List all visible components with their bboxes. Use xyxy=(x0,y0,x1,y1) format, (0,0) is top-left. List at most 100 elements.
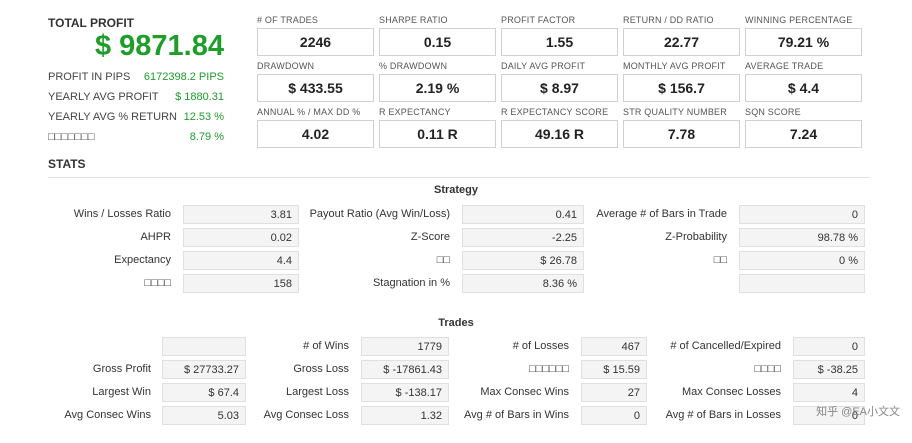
trades-value: $ 27733.27 xyxy=(162,360,246,379)
trades-label: Max Consec Wins xyxy=(480,386,569,398)
metric-value: 0.15 xyxy=(379,28,496,56)
metric-card: DAILY AVG PROFIT $ 8.97 xyxy=(501,61,618,102)
trades-value: 1779 xyxy=(361,337,449,356)
summary-row-value: $ 1880.31 xyxy=(175,91,224,103)
trades-value: 1.32 xyxy=(361,406,449,425)
strategy-title: Strategy xyxy=(433,184,479,196)
strategy-value: 0 % xyxy=(739,251,865,270)
metric-card: R EXPECTANCY SCORE 49.16 R xyxy=(501,107,618,148)
trades-value: 27 xyxy=(581,383,647,402)
trades-label xyxy=(20,337,151,356)
strategy-label xyxy=(585,274,727,293)
strategy-label: Z-Score xyxy=(410,231,450,243)
metric-label: R EXPECTANCY xyxy=(379,107,451,117)
metric-label: % DRAWDOWN xyxy=(379,61,448,71)
trades-value: $ -38.25 xyxy=(793,360,865,379)
metric-value: $ 4.4 xyxy=(745,74,862,102)
trades-label: Gross Profit xyxy=(92,363,151,375)
summary-row: YEARLY AVG PROFIT $ 1880.31 xyxy=(48,91,224,103)
trades-label: Avg Consec Wins xyxy=(64,409,151,421)
strategy-label: Z-Probability xyxy=(665,231,727,243)
metric-value: 49.16 R xyxy=(501,120,618,148)
strategy-value: 4.4 xyxy=(183,251,299,270)
strategy-value: 158 xyxy=(183,274,299,293)
summary-row-label: □□□□□□□ xyxy=(48,131,95,143)
metric-label: WINNING PERCENTAGE xyxy=(745,15,853,25)
metric-label: DAILY AVG PROFIT xyxy=(501,61,586,71)
trades-value: $ 15.59 xyxy=(581,360,647,379)
trades-label: # of Losses xyxy=(512,340,569,352)
metric-card: SQN SCORE 7.24 xyxy=(745,107,862,148)
trades-label: Largest Loss xyxy=(286,386,349,398)
stats-title: STATS xyxy=(48,157,86,171)
metric-value: 0.11 R xyxy=(379,120,496,148)
metric-value: $ 156.7 xyxy=(623,74,740,102)
metric-value: 2246 xyxy=(257,28,374,56)
trades-value: $ -138.17 xyxy=(361,383,449,402)
strategy-value: 0.02 xyxy=(183,228,299,247)
trades-value xyxy=(162,337,246,356)
trades-label: Avg # of Bars in Losses xyxy=(665,409,781,421)
strategy-value xyxy=(739,274,865,293)
metric-card: R EXPECTANCY 0.11 R xyxy=(379,107,496,148)
strategy-label: Expectancy xyxy=(114,254,171,266)
trades-label: □□□□□□ xyxy=(529,363,569,375)
summary-row-value: 8.79 % xyxy=(189,131,224,143)
metric-card: PROFIT FACTOR 1.55 xyxy=(501,15,618,56)
summary-row: YEARLY AVG % RETURN 12.53 % xyxy=(48,111,224,123)
summary-row-value: 6172398.2 PIPS xyxy=(143,71,224,83)
strategy-value: 98.78 % xyxy=(739,228,865,247)
metric-card: WINNING PERCENTAGE 79.21 % xyxy=(745,15,862,56)
trades-value: 0 xyxy=(793,337,865,356)
metric-card: STR QUALITY NUMBER 7.78 xyxy=(623,107,740,148)
trades-value: 5.03 xyxy=(162,406,246,425)
trades-label: # of Wins xyxy=(303,340,349,352)
trades-label: Avg # of Bars in Wins xyxy=(464,409,569,421)
strategy-label: □□ xyxy=(436,254,450,266)
summary-row-label: YEARLY AVG PROFIT xyxy=(48,91,159,103)
metric-card: % DRAWDOWN 2.19 % xyxy=(379,61,496,102)
watermark: 知乎 @EA小文文 xyxy=(816,406,900,418)
strategy-value: -2.25 xyxy=(462,228,584,247)
strategy-label: Wins / Losses Ratio xyxy=(73,208,171,220)
strategy-label: □□□□ xyxy=(144,277,171,289)
trades-value: 467 xyxy=(581,337,647,356)
metric-value: $ 8.97 xyxy=(501,74,618,102)
metric-value: 4.02 xyxy=(257,120,374,148)
total-profit-value: $ 9871.84 xyxy=(94,30,224,62)
trades-label: □□□□ xyxy=(754,363,781,375)
metric-label: RETURN / DD RATIO xyxy=(623,15,714,25)
trades-value: $ -17861.43 xyxy=(361,360,449,379)
metric-value: 7.24 xyxy=(745,120,862,148)
metric-label: R EXPECTANCY SCORE xyxy=(501,107,609,117)
metric-value: 2.19 % xyxy=(379,74,496,102)
metric-label: STR QUALITY NUMBER xyxy=(623,107,727,117)
metric-label: MONTHLY AVG PROFIT xyxy=(623,61,726,71)
metric-label: SQN SCORE xyxy=(745,107,801,117)
metric-card: ANNUAL % / MAX DD % 4.02 xyxy=(257,107,374,148)
strategy-label: Average # of Bars in Trade xyxy=(596,208,727,220)
stats-divider xyxy=(48,177,870,178)
trades-value: $ 67.4 xyxy=(162,383,246,402)
trades-value: 0 xyxy=(581,406,647,425)
metric-card: DRAWDOWN $ 433.55 xyxy=(257,61,374,102)
strategy-value: 8.36 % xyxy=(462,274,584,293)
metric-card: RETURN / DD RATIO 22.77 xyxy=(623,15,740,56)
metric-card: SHARPE RATIO 0.15 xyxy=(379,15,496,56)
metric-label: SHARPE RATIO xyxy=(379,15,448,25)
strategy-value: 0 xyxy=(739,205,865,224)
trades-value: 4 xyxy=(793,383,865,402)
trades-label: Gross Loss xyxy=(293,363,349,375)
strategy-value: $ 26.78 xyxy=(462,251,584,270)
strategy-label: AHPR xyxy=(140,231,171,243)
metric-card: MONTHLY AVG PROFIT $ 156.7 xyxy=(623,61,740,102)
metric-value: $ 433.55 xyxy=(257,74,374,102)
strategy-label: Stagnation in % xyxy=(372,277,450,289)
trades-label: # of Cancelled/Expired xyxy=(670,340,781,352)
metric-label: ANNUAL % / MAX DD % xyxy=(257,107,361,117)
strategy-label: □□ xyxy=(713,254,727,266)
summary-row: □□□□□□□ 8.79 % xyxy=(48,131,224,143)
metric-card: AVERAGE TRADE $ 4.4 xyxy=(745,61,862,102)
metric-label: PROFIT FACTOR xyxy=(501,15,576,25)
summary-row: PROFIT IN PIPS 6172398.2 PIPS xyxy=(48,71,224,83)
